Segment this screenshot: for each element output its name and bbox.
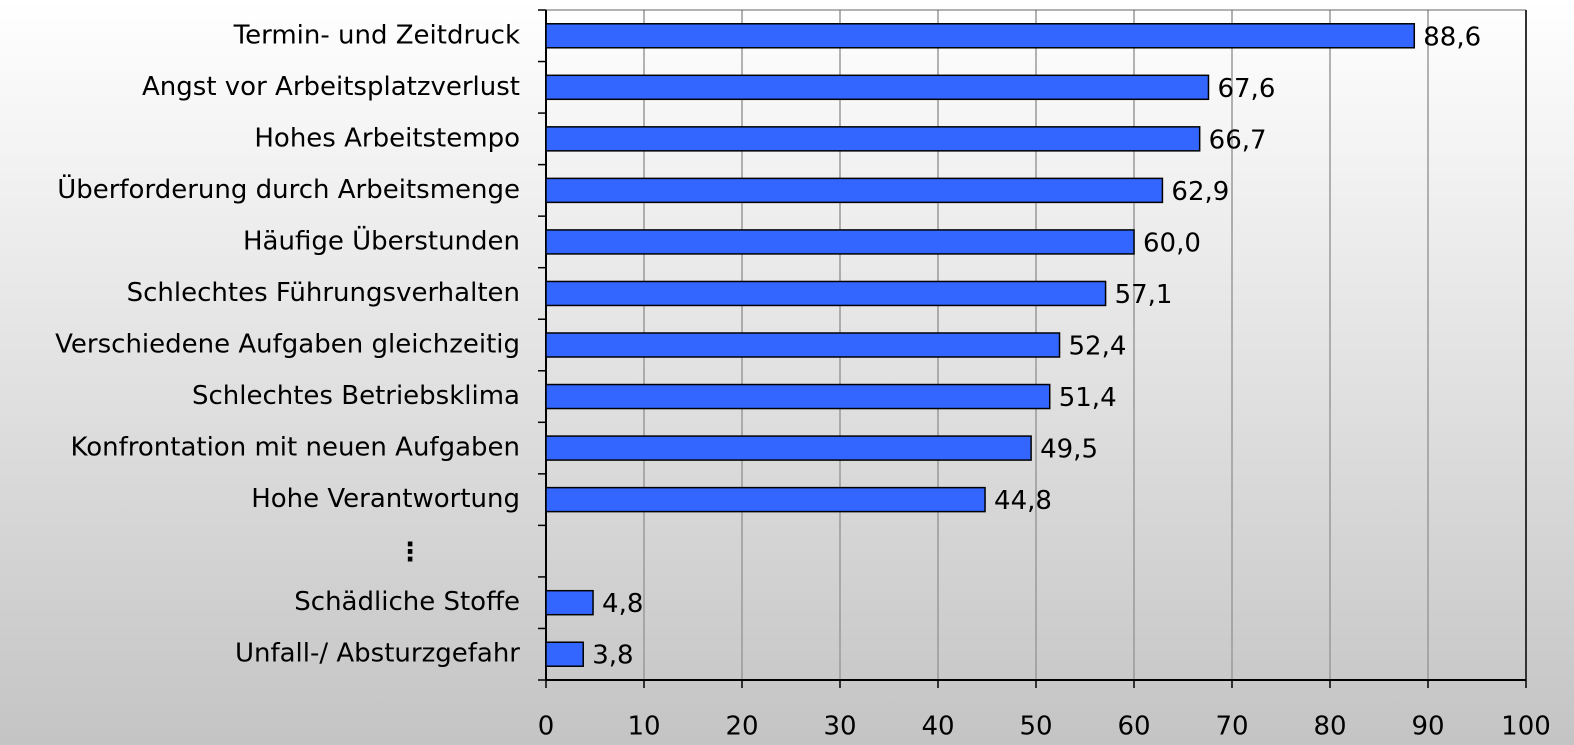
x-tick-label: 20 (725, 712, 758, 742)
bar (545, 229, 1135, 255)
bar (545, 435, 1032, 461)
value-label: 60,0 (1143, 228, 1201, 258)
value-label: 67,6 (1217, 74, 1275, 104)
value-label: 3,8 (592, 641, 633, 671)
bar (545, 23, 1416, 49)
x-tick-label: 0 (538, 712, 555, 742)
y-tick-label: Schädliche Stoffe (294, 587, 520, 617)
value-label: 88,6 (1423, 22, 1481, 52)
y-tick-label: Hohe Verantwortung (251, 484, 520, 514)
value-label: 51,4 (1059, 383, 1117, 413)
x-tick-label: 10 (627, 712, 660, 742)
y-tick-label: ⋮ (397, 538, 423, 568)
bar (545, 332, 1061, 358)
x-tick-label: 50 (1019, 712, 1052, 742)
value-label: 57,1 (1115, 280, 1173, 310)
y-tick-label: Hohes Arbeitstempo (254, 123, 520, 153)
value-label: 52,4 (1069, 332, 1127, 362)
value-label: 62,9 (1171, 177, 1229, 207)
y-tick-label: Schlechtes Betriebsklima (192, 381, 520, 411)
y-tick-label: Termin- und Zeitdruck (233, 20, 520, 50)
x-tick-label: 30 (823, 712, 856, 742)
x-tick-label: 70 (1215, 712, 1248, 742)
y-tick-label: Häufige Überstunden (243, 224, 520, 256)
bar (545, 589, 594, 616)
bar (545, 74, 1210, 101)
bar (545, 177, 1164, 204)
x-tick-label: 80 (1313, 712, 1346, 742)
bar (545, 641, 584, 667)
y-tick-label: Angst vor Arbeitsplatzverlust (142, 72, 520, 102)
y-tick-label: Konfrontation mit neuen Aufgaben (70, 433, 520, 463)
x-tick-label: 40 (921, 712, 954, 742)
y-tick-label: Verschiedene Aufgaben gleichzeitig (55, 330, 520, 360)
y-tick-label: Unfall-/ Absturzgefahr (235, 639, 520, 669)
x-tick-label: 100 (1501, 712, 1551, 742)
value-label: 66,7 (1209, 125, 1267, 155)
x-tick-label: 90 (1411, 712, 1444, 742)
bar (545, 383, 1051, 410)
y-tick-label: Überforderung durch Arbeitsmenge (57, 173, 520, 205)
y-tick-label: Schlechtes Führungsverhalten (127, 278, 520, 308)
bar (545, 126, 1201, 152)
x-tick-label: 60 (1117, 712, 1150, 742)
value-label: 49,5 (1040, 435, 1098, 465)
bar (545, 280, 1107, 307)
value-label: 4,8 (602, 589, 643, 619)
value-label: 44,8 (994, 486, 1052, 516)
bar (545, 486, 986, 513)
